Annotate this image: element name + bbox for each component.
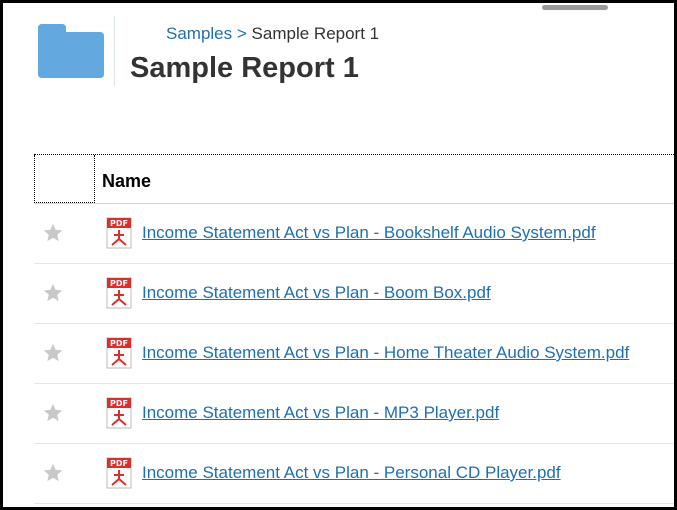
table-row[interactable]: PDF Income Statement Act vs Plan - Person…	[34, 443, 674, 504]
file-link[interactable]: Income Statement Act vs Plan - MP3 Playe…	[142, 403, 500, 422]
pdf-file-icon: PDF	[106, 337, 132, 369]
breadcrumb-separator: >	[236, 24, 247, 43]
table-row[interactable]: PDF Income Statement Act vs Plan - MP3 Pl…	[34, 383, 674, 444]
star-icon[interactable]	[42, 342, 64, 364]
pdf-file-icon: PDF	[106, 217, 132, 249]
table-row[interactable]: PDF Income Statement Act vs Plan - Booksh…	[34, 203, 674, 264]
pdf-file-icon: PDF	[106, 397, 132, 429]
table-row[interactable]: PDF Income Statement Act vs Plan - Boom B…	[34, 263, 674, 324]
svg-text:PDF: PDF	[110, 279, 128, 288]
header-divider	[114, 16, 115, 86]
file-link[interactable]: Income Statement Act vs Plan - Boom Box.…	[142, 283, 491, 302]
svg-text:PDF: PDF	[110, 459, 128, 468]
svg-text:PDF: PDF	[110, 399, 128, 408]
breadcrumb-current: Sample Report 1	[251, 24, 380, 43]
pdf-file-icon: PDF	[106, 277, 132, 309]
page-title: Sample Report 1	[130, 52, 359, 84]
svg-text:PDF: PDF	[110, 339, 128, 348]
drag-handle[interactable]	[542, 5, 608, 10]
table-row[interactable]: PDF Income Statement Act vs Plan - Home T…	[34, 323, 674, 384]
star-icon[interactable]	[42, 462, 64, 484]
star-icon[interactable]	[42, 402, 64, 424]
breadcrumb-samples-link[interactable]: Samples	[166, 24, 233, 43]
name-column-header[interactable]: Name	[102, 171, 152, 191]
star-icon[interactable]	[42, 282, 64, 304]
star-icon[interactable]	[42, 222, 64, 244]
pdf-file-icon: PDF	[106, 457, 132, 489]
file-link[interactable]: Income Statement Act vs Plan - Bookshelf…	[142, 223, 596, 242]
table-header: Name	[34, 154, 674, 204]
file-link[interactable]: Income Statement Act vs Plan - Personal …	[142, 463, 561, 482]
svg-text:PDF: PDF	[110, 219, 128, 228]
favorite-column-header[interactable]	[34, 155, 95, 203]
breadcrumb: Samples > Sample Report 1	[166, 24, 379, 44]
folder-icon	[38, 24, 104, 78]
file-link[interactable]: Income Statement Act vs Plan - Home Thea…	[142, 343, 630, 362]
